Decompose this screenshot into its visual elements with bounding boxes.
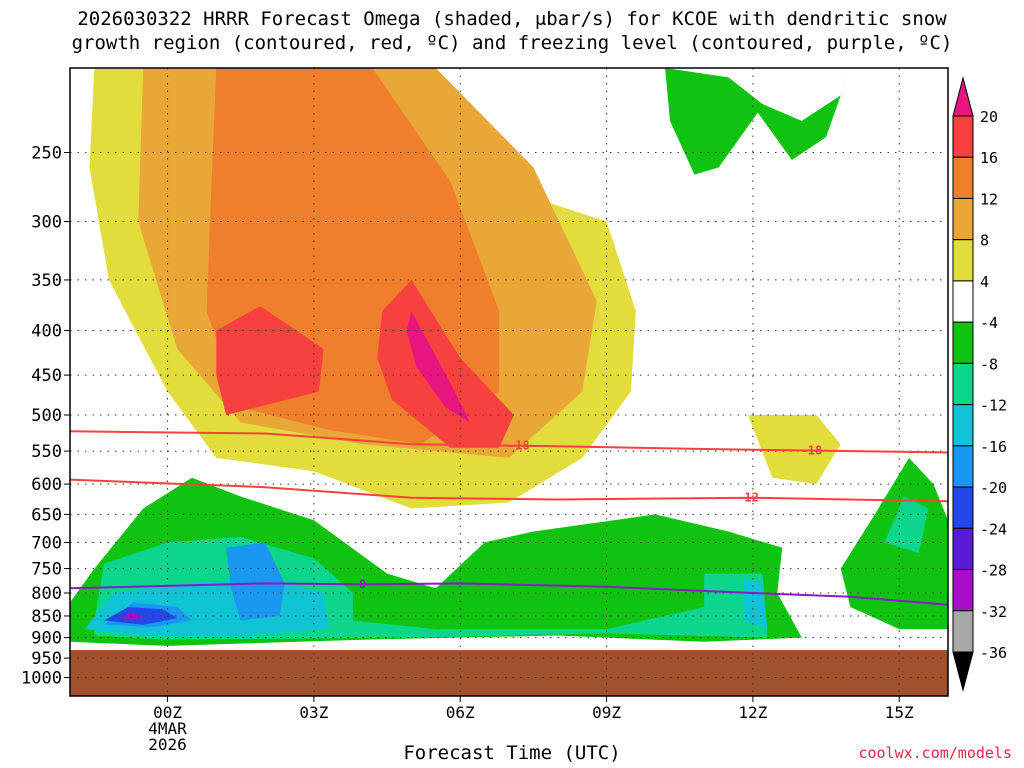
omega-region-6 (406, 311, 470, 423)
colorbar-top-arrow (952, 76, 974, 117)
contour-label: -18 (508, 439, 530, 453)
plot-frame (69, 67, 949, 697)
y-tick-label: 300 (31, 213, 62, 233)
colorbar-swatch (952, 239, 974, 282)
colorbar-swatch (952, 280, 974, 323)
y-tick-label: 700 (31, 533, 62, 553)
ground-fill (70, 650, 948, 696)
x-axis-label: Forecast Time (UTC) (403, 742, 621, 764)
colorbar-swatch (952, 610, 974, 653)
colorbar-swatch (952, 404, 974, 447)
colorbar-label: -20 (980, 479, 1007, 497)
chart-title-line-2: growth region (contoured, red, ºC) and f… (71, 32, 953, 54)
colorbar-bottom-arrow (952, 651, 974, 692)
x-tick-label: 06Z (446, 703, 475, 722)
colorbar-swatch (952, 527, 974, 571)
x-tick-label: 09Z (592, 703, 621, 722)
colorbar-label: -36 (980, 644, 1007, 662)
x-tick-sublabel: 2026 (148, 735, 187, 754)
source-credit[interactable]: coolwx.com/models (858, 744, 1012, 762)
colorbar-swatch (952, 362, 974, 406)
contour-dendritic-0 (69, 430, 949, 454)
colorbar-swatch (952, 156, 974, 199)
y-tick-label: 800 (31, 584, 62, 604)
x-tick-label: 15Z (885, 703, 914, 722)
omega-region-9 (665, 68, 851, 175)
colorbar-label: -12 (980, 397, 1007, 415)
y-tick-label: 400 (31, 322, 62, 342)
colorbar-swatch (952, 486, 974, 529)
chart-title-line-1: 2026030322 HRRR Forecast Omega (shaded, … (77, 8, 947, 30)
colorbar-label: -32 (980, 603, 1007, 621)
y-tick-label: 1000 (21, 669, 62, 689)
y-tick-label: 650 (31, 505, 62, 525)
colorbar-label: -4 (980, 314, 998, 332)
contour-label: 0 (359, 577, 366, 591)
x-tick-label: 00Z (153, 703, 182, 722)
colorbar-label: 20 (980, 108, 998, 126)
colorbar-label: -24 (980, 520, 1007, 538)
x-tick-label: 03Z (299, 703, 328, 722)
contour-freezing-2 (69, 582, 949, 606)
y-tick-label: 250 (31, 144, 62, 164)
colorbar-label: 12 (980, 190, 998, 208)
colorbar-label: 16 (980, 149, 998, 167)
omega-region-14 (226, 542, 285, 621)
y-tick-label: 600 (31, 475, 62, 495)
y-tick-label: 750 (31, 560, 62, 580)
contour-label: -18 (801, 444, 823, 458)
y-tick-label: 450 (31, 366, 62, 386)
colorbar-label: -16 (980, 438, 1007, 456)
y-tick-label: 350 (31, 271, 62, 291)
omega-region-11 (884, 496, 929, 554)
x-tick-label: 12Z (738, 703, 767, 722)
y-tick-label: 500 (31, 406, 62, 426)
y-tick-label: 850 (31, 607, 62, 627)
contour-dendritic-1 (69, 478, 949, 503)
y-tick-label: 550 (31, 442, 62, 462)
colorbar-label: -28 (980, 562, 1007, 580)
colorbar-swatch (952, 197, 974, 241)
colorbar-label: 4 (980, 273, 989, 291)
omega-region-17 (118, 612, 144, 621)
contour-label: -12 (737, 491, 759, 505)
colorbar-swatch (952, 115, 974, 158)
colorbar-label: -8 (980, 355, 998, 373)
colorbar-swatch (952, 569, 974, 612)
colorbar-label: 8 (980, 232, 989, 250)
y-tick-label: 950 (31, 649, 62, 669)
x-tick-sublabel: 4MAR (148, 719, 187, 738)
y-tick-label: 900 (31, 629, 62, 649)
omega-region-4 (216, 306, 324, 415)
colorbar-swatch (952, 321, 974, 364)
colorbar-swatch (952, 445, 974, 488)
